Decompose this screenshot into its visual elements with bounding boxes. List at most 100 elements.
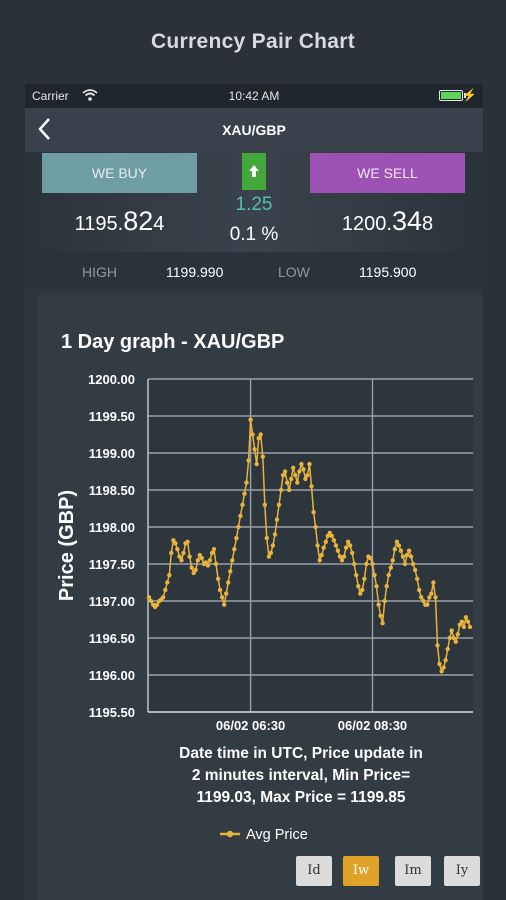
data-point — [293, 473, 298, 478]
data-point — [179, 558, 184, 563]
data-point — [230, 558, 235, 563]
status-time: 10:42 AM — [228, 89, 280, 103]
data-point — [189, 565, 194, 570]
data-point — [307, 461, 312, 467]
battery-tip — [464, 93, 466, 98]
data-point — [258, 432, 263, 437]
pair-title: XAU/GBP — [222, 122, 286, 138]
buy-price-big: 82 — [123, 206, 154, 236]
data-point — [309, 484, 314, 489]
data-point — [299, 461, 304, 467]
data-point — [350, 550, 355, 556]
back-chevron-icon[interactable] — [37, 116, 53, 146]
buy-price-prefix: 1195. — [74, 213, 124, 235]
page-caption: Currency Pair Chart — [150, 30, 356, 53]
battery-icon — [439, 90, 463, 101]
price-change-percent: 0.1 % — [229, 224, 279, 245]
period-1m-button[interactable]: Im — [395, 856, 431, 886]
data-point — [437, 661, 442, 667]
period-1y-button[interactable]: Iy — [444, 856, 480, 886]
data-point — [388, 565, 393, 570]
charging-icon: ⚡ — [462, 88, 477, 102]
data-point — [219, 595, 225, 600]
data-point — [185, 539, 190, 544]
data-point — [282, 469, 288, 474]
data-point — [372, 572, 377, 578]
data-point — [376, 602, 381, 607]
data-point — [335, 548, 341, 553]
data-point — [169, 550, 174, 556]
data-point — [264, 535, 269, 541]
legend-swatch-marker — [226, 830, 234, 838]
data-point — [323, 539, 328, 544]
y-tick-label: 1198.00 — [89, 520, 135, 535]
data-point — [193, 567, 198, 573]
y-tick-label: 1197.50 — [89, 557, 135, 572]
data-point — [266, 554, 272, 559]
data-point — [380, 621, 385, 626]
we-buy-button[interactable]: WE BUY — [42, 153, 197, 193]
data-point — [333, 543, 339, 548]
we-sell-button[interactable]: WE SELL — [310, 153, 465, 193]
data-point — [217, 587, 223, 593]
sell-price-big: 34 — [391, 206, 422, 236]
plot-area — [148, 379, 473, 712]
data-point — [455, 632, 460, 637]
data-point — [272, 532, 278, 537]
data-point — [154, 602, 160, 607]
data-point — [441, 665, 446, 670]
period-1d-button[interactable]: Id — [296, 856, 332, 886]
data-point — [453, 639, 458, 644]
data-point — [167, 572, 172, 578]
data-point — [242, 491, 247, 496]
data-point — [358, 591, 363, 596]
data-point — [146, 595, 152, 600]
data-point — [228, 569, 233, 574]
data-point — [382, 598, 387, 604]
data-point — [390, 558, 395, 563]
data-point — [408, 554, 414, 559]
data-point — [392, 547, 397, 552]
sell-price: 1200.348 — [310, 206, 465, 237]
status-bar: Carrier 10:42 AM ⚡ — [25, 84, 483, 108]
data-point — [337, 554, 343, 559]
high-value: 1199.990 — [166, 264, 224, 280]
data-point — [343, 545, 349, 550]
data-point — [439, 669, 444, 674]
phone-screen: Carrier 10:42 AM ⚡ XAU/GBP WE BUY WE SEL… — [25, 84, 483, 900]
data-point — [386, 572, 391, 578]
buy-price: 1195.824 — [42, 206, 197, 237]
y-tick-label: 1199.00 — [89, 446, 135, 461]
data-point — [467, 624, 473, 630]
y-tick-label: 1200.00 — [88, 372, 135, 387]
data-point — [252, 447, 257, 452]
high-label: HIGH — [82, 264, 117, 280]
data-point — [173, 541, 178, 546]
data-point — [291, 465, 296, 470]
data-point — [148, 598, 154, 604]
data-point — [250, 432, 255, 437]
data-point — [207, 558, 213, 563]
data-point — [177, 554, 182, 559]
data-point — [232, 547, 237, 552]
legend-label: Avg Price — [246, 827, 308, 843]
data-point — [410, 561, 416, 567]
x-axis-title-line: Date time in UTC, Price update in — [179, 745, 423, 762]
data-point — [301, 467, 306, 472]
data-point — [370, 561, 375, 567]
period-1w-button[interactable]: Iw — [343, 856, 379, 886]
sell-price-prefix: 1200. — [341, 213, 392, 235]
data-point — [161, 595, 166, 600]
y-tick-label: 1197.00 — [89, 594, 135, 609]
data-point — [311, 510, 316, 515]
data-point — [341, 554, 347, 559]
day-range-row: HIGH 1199.990 LOW 1195.900 — [25, 252, 483, 288]
data-point — [406, 548, 412, 553]
data-point — [435, 643, 440, 648]
data-point — [222, 602, 227, 607]
data-point — [211, 547, 217, 552]
y-tick-label: 1195.50 — [89, 705, 135, 720]
data-point — [339, 558, 345, 563]
data-point — [329, 533, 334, 539]
navigation-bar: XAU/GBP — [25, 108, 483, 152]
